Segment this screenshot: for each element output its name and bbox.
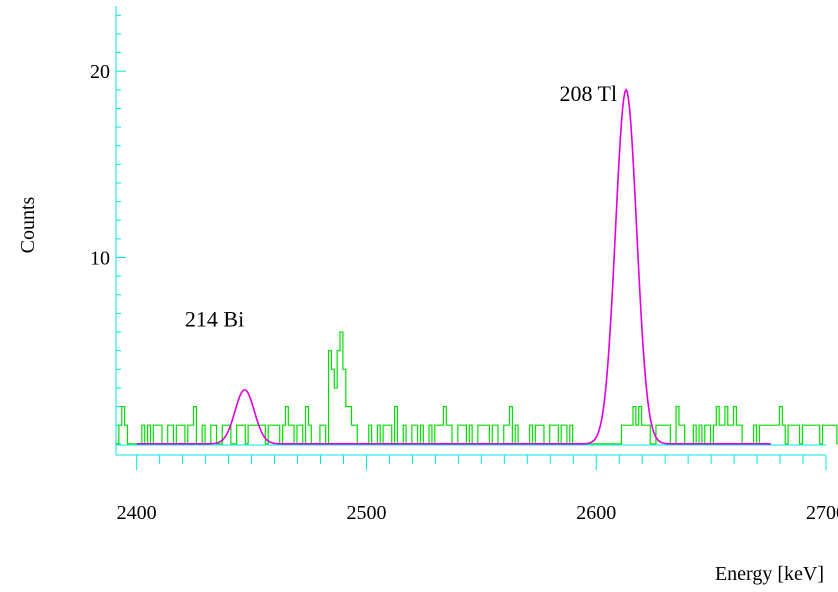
annotation-labels: 214 Bi 208 Tl [185,81,617,331]
peak-annotation: 214 Bi [185,306,244,331]
x-axis-label: Energy [keV] [715,563,824,585]
fit-curve [136,88,771,445]
y-axis-ticks: 10 20 [90,14,126,445]
x-tick-label: 2700 [806,502,838,524]
y-axis-label: Counts [17,196,39,253]
x-tick-label: 2600 [576,502,616,524]
y-tick-label: 10 [90,248,110,270]
fit-curve-series [136,88,771,445]
x-axis-ticks: 2400 2500 2600 2700 [117,455,838,524]
x-tick-label: 2500 [346,502,386,524]
y-tick-label: 20 [90,61,110,83]
x-tick-label: 2400 [117,502,157,524]
histogram-series [116,331,838,445]
histogram-line [116,331,838,445]
plot-frame [115,6,826,456]
peak-annotation: 208 Tl [559,81,617,106]
